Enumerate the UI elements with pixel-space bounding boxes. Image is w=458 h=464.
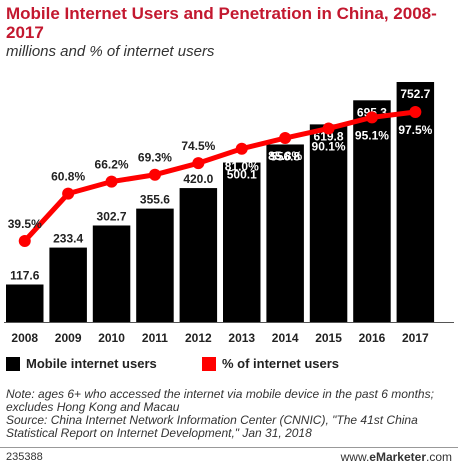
legend-label-penetration: % of internet users bbox=[222, 356, 340, 371]
line-value-label: 97.5% bbox=[398, 123, 432, 137]
line-point-2017 bbox=[409, 106, 422, 118]
bar-2015 bbox=[309, 124, 348, 322]
line-value-label: 90.1% bbox=[312, 139, 346, 153]
x-tick-label: 2009 bbox=[55, 331, 82, 345]
source-text: Source: China Internet Network Informati… bbox=[6, 413, 418, 440]
brand-prefix: www. bbox=[340, 450, 370, 464]
bar-2009 bbox=[49, 247, 87, 322]
bar-2017 bbox=[396, 82, 435, 322]
brand-name: eMarketer bbox=[369, 450, 426, 464]
chart-id: 235388 bbox=[6, 451, 43, 463]
x-tick-label: 2008 bbox=[11, 331, 38, 345]
legend-swatch-bars bbox=[6, 356, 20, 371]
line-value-label: 81.0% bbox=[225, 160, 259, 174]
x-tick-label: 2014 bbox=[272, 331, 299, 345]
bar-value-label: 556.8 bbox=[270, 149, 300, 163]
line-point-2011 bbox=[148, 168, 161, 181]
line-point-2012 bbox=[192, 157, 205, 170]
bar-value-label: 500.1 bbox=[227, 168, 257, 182]
line-point-2015 bbox=[322, 122, 335, 135]
x-tick-label: 2013 bbox=[228, 331, 255, 345]
line-value-label: 95.1% bbox=[355, 128, 389, 142]
line-point-2013 bbox=[235, 142, 248, 155]
bar-2010 bbox=[92, 225, 131, 322]
x-tick-label: 2012 bbox=[185, 331, 212, 345]
line-value-label: 69.3% bbox=[138, 151, 172, 165]
line-value-label: 66.2% bbox=[95, 158, 129, 172]
chart-title: Mobile Internet Users and Penetration in… bbox=[6, 4, 437, 42]
bar-2008 bbox=[6, 284, 44, 322]
bar-value-label: 117.6 bbox=[10, 269, 40, 283]
x-tick-label: 2010 bbox=[98, 331, 125, 345]
x-tick-label: 2016 bbox=[359, 331, 386, 345]
chart-subtitle: millions and % of internet users bbox=[6, 43, 215, 60]
legend-swatch-line bbox=[202, 356, 216, 371]
chart-plot: 117.6 2008 233.4 2009 302.7 2010 355.6 2011 420.… bbox=[4, 82, 454, 345]
legend-item-mobile-users: Mobile internet users bbox=[6, 356, 157, 371]
penetration-line bbox=[22, 109, 416, 243]
x-tick-label: 2017 bbox=[402, 331, 429, 345]
bar-value-label: 752.7 bbox=[400, 87, 430, 101]
legend-label-mobile-users: Mobile internet users bbox=[26, 356, 157, 371]
bar-2013 bbox=[223, 162, 261, 322]
brand-link[interactable]: www.eMarketer.com bbox=[341, 450, 452, 464]
note-text: Note: ages 6+ who accessed the internet … bbox=[6, 387, 434, 414]
bar-2012 bbox=[179, 188, 218, 322]
line-value-label: 60.8% bbox=[51, 170, 85, 184]
bar-value-label: 619.8 bbox=[314, 129, 344, 143]
line-value-label: 85.8% bbox=[268, 149, 302, 163]
bar-value-label: 302.7 bbox=[97, 209, 127, 223]
brand-suffix: .com bbox=[425, 450, 452, 464]
bar-2016 bbox=[353, 100, 391, 322]
bar-value-label: 233.4 bbox=[53, 232, 83, 246]
x-tick-label: 2011 bbox=[142, 331, 168, 345]
line-point-2016 bbox=[365, 111, 378, 124]
bar-2011 bbox=[136, 208, 174, 322]
bar-value-label: 420.0 bbox=[183, 172, 213, 186]
line-value-label: 74.5% bbox=[181, 139, 215, 153]
footer-divider bbox=[0, 447, 458, 448]
line-value-label: 39.5% bbox=[8, 217, 42, 231]
line-point-2009 bbox=[62, 187, 75, 200]
line-point-2008 bbox=[18, 235, 31, 247]
chart-notes: Note: ages 6+ who accessed the internet … bbox=[6, 388, 454, 440]
line-point-2010 bbox=[105, 175, 118, 188]
bar-2014 bbox=[266, 144, 304, 322]
legend-item-penetration: % of internet users bbox=[202, 356, 339, 371]
x-tick-label: 2015 bbox=[315, 331, 342, 345]
bar-value-label: 355.6 bbox=[140, 193, 170, 207]
line-point-2014 bbox=[279, 132, 292, 145]
